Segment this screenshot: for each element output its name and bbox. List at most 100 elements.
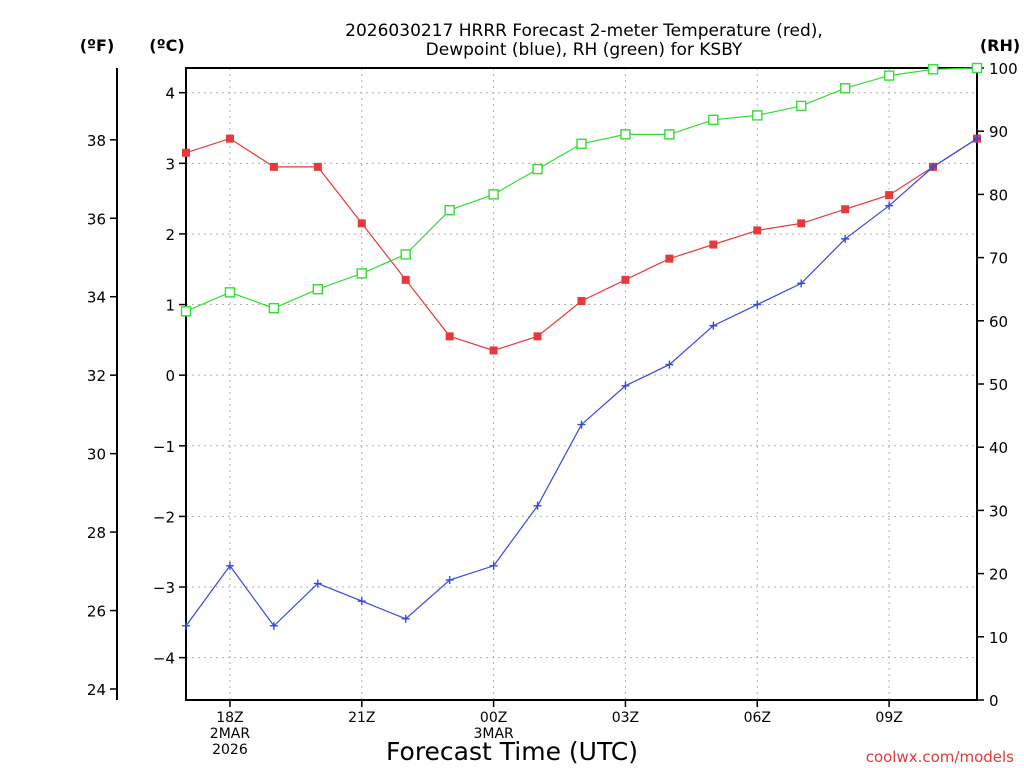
temperature-point [753,226,762,235]
fahrenheit-tick-label: 26 [87,603,106,621]
dewpoint-point [797,279,806,288]
dewpoint-point [577,420,586,429]
celsius-tick-label: 2 [165,226,175,244]
celsius-tick-label: 3 [165,155,175,173]
rh-tick-label: 70 [989,250,1008,268]
temperature-point [797,219,806,228]
x-tick-label: 18Z [216,710,243,726]
fahrenheit-tick-label: 30 [87,446,106,464]
data-series [180,62,983,630]
fahrenheit-tick-label: 24 [87,681,106,699]
x-axis-label: Forecast Time (UTC) [386,737,638,766]
dewpoint-point [269,621,278,630]
rh-point [971,62,983,74]
dewpoint-point [709,321,718,330]
temperature-point [665,254,674,263]
grid-lines [186,68,977,700]
credit-text: coolwx.com/models [866,748,1014,766]
rh-tick-label: 40 [989,439,1008,457]
temperature-point [445,332,454,341]
dewpoint-point [445,575,454,584]
temperature-line [185,137,978,352]
rh-point [444,204,455,216]
dewpoint-point [841,234,850,243]
celsius-tick-label: 0 [165,367,175,385]
dewpoint-point [489,561,498,570]
rh-point [752,110,763,121]
rh-point [268,302,280,314]
x-tick-label: 21Z [348,710,375,726]
rh-point [400,249,411,260]
temperature-point [885,191,894,200]
rh-point [312,284,324,295]
dewpoint-point [621,381,630,390]
celsius-tick-label: 4 [165,85,175,103]
rh-point [839,83,851,94]
rh-tick-label: 10 [989,629,1008,647]
dewpoint-point [533,501,542,510]
plot-frame [185,67,978,701]
x-tick-label: 00Z [480,710,507,726]
temperature-point [841,205,850,214]
rh-line [185,67,978,312]
rh-tick-label: 50 [989,376,1008,394]
dewpoint-point [753,300,762,309]
dewpoint-point [225,561,234,570]
rh-point [576,138,587,150]
temperature-point [709,240,718,249]
x-tick-label: 03Z [612,710,639,726]
temperature-point [621,275,630,284]
fahrenheit-tick-label: 34 [87,289,106,307]
rh-point [883,70,895,81]
temperature-point [533,332,542,341]
dewpoint-point [885,201,894,210]
celsius-unit-label: (ºC) [149,36,184,55]
temperature-point [269,162,278,171]
fahrenheit-tick-label: 32 [87,367,106,385]
celsius-tick-label: −1 [153,438,175,456]
dewpoint-point [929,162,938,171]
celsius-tick-label: −3 [153,579,175,597]
chart-title-line-1: 2026030217 HRRR Forecast 2-meter Tempera… [345,21,823,41]
rh-point [224,287,236,298]
dewpoint-point [401,614,410,623]
dewpoint-point [182,621,190,630]
temperature-point [401,275,410,284]
rh-point [488,189,499,200]
x-tick-label: 2MAR [210,726,251,742]
dewpoint-point [357,597,366,606]
axes: −4−3−2−101234242628303234363801020304050… [87,60,1018,758]
rh-tick-label: 0 [989,692,999,710]
fahrenheit-unit-label: (ºF) [80,36,115,55]
temperature-point [225,134,234,143]
rh-tick-label: 80 [989,186,1008,204]
temperature-point [489,346,498,355]
dewpoint-point [973,134,981,143]
rh-point [532,163,543,175]
rh-point [664,129,675,140]
rh-point [620,129,631,140]
rh-tick-label: 60 [989,313,1008,331]
rh-point [708,114,719,126]
dewpoint-line [185,138,978,627]
dewpoint-point [313,579,322,588]
temperature-point [182,148,190,157]
rh-tick-label: 30 [989,502,1008,520]
fahrenheit-tick-label: 28 [87,524,106,542]
x-tick-label: 2026 [212,742,248,758]
fahrenheit-tick-label: 36 [87,210,106,228]
temperature-point [357,219,366,228]
chart-title-line-2: Dewpoint (blue), RH (green) for KSBY [426,40,743,60]
x-tick-label: 09Z [875,710,902,726]
rh-tick-label: 90 [989,123,1008,141]
celsius-tick-label: 1 [165,297,175,315]
rh-point [356,268,367,279]
celsius-tick-label: −4 [153,650,175,668]
temperature-point [313,162,322,171]
rh-unit-label: (RH) [980,36,1020,55]
fahrenheit-tick-label: 38 [87,132,106,150]
rh-point [180,306,192,317]
temperature-point [577,297,586,306]
rh-point [796,100,807,112]
